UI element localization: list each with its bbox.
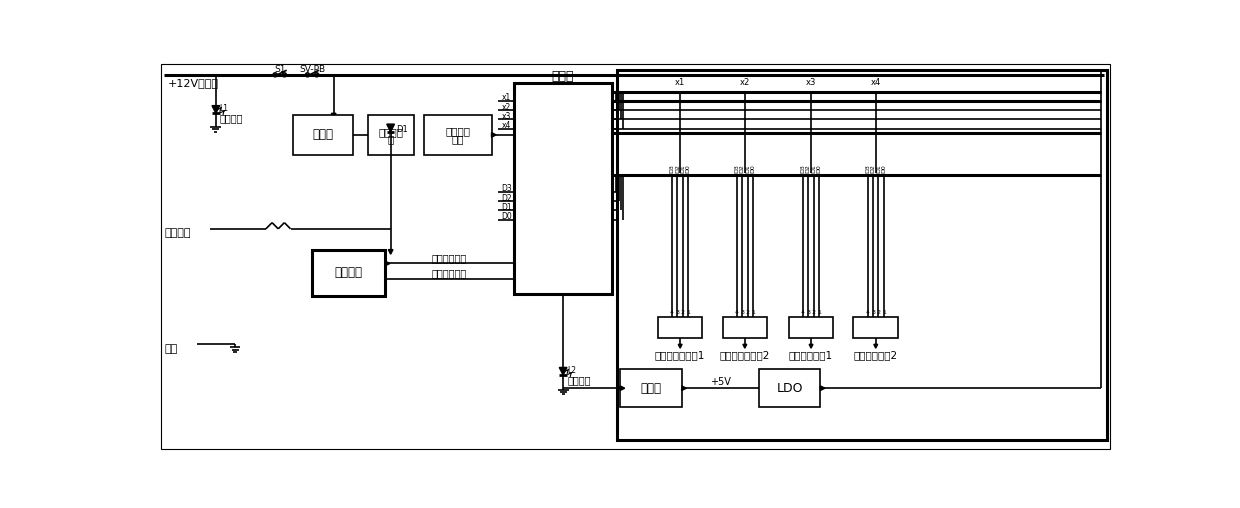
- Bar: [723, 316, 768, 338]
- Text: 3: 3: [806, 310, 811, 315]
- Bar: [658, 316, 703, 338]
- Polygon shape: [491, 133, 496, 137]
- Polygon shape: [387, 124, 394, 132]
- Text: D2: D2: [739, 164, 745, 173]
- Text: D1: D1: [396, 125, 408, 134]
- Text: x1: x1: [675, 78, 686, 87]
- Polygon shape: [559, 367, 567, 375]
- Text: D3: D3: [866, 164, 870, 173]
- Bar: [853, 316, 898, 338]
- Text: 2: 2: [877, 310, 880, 315]
- Text: D3: D3: [801, 164, 806, 173]
- Polygon shape: [678, 344, 682, 348]
- Text: 总线信号反馈: 总线信号反馈: [432, 269, 467, 278]
- Text: 2: 2: [745, 310, 749, 315]
- Text: 工作指示: 工作指示: [568, 375, 591, 385]
- Text: 4: 4: [801, 310, 805, 315]
- Text: D2: D2: [501, 194, 512, 203]
- Bar: [293, 115, 353, 155]
- Text: D0: D0: [686, 165, 691, 173]
- Text: SV-PB: SV-PB: [299, 65, 325, 74]
- Text: D1: D1: [811, 165, 816, 173]
- Text: 地线: 地线: [164, 344, 177, 354]
- Text: D1: D1: [681, 165, 686, 173]
- Bar: [618, 70, 1107, 440]
- Text: x2: x2: [502, 103, 512, 112]
- Bar: [367, 115, 414, 155]
- Text: D2: D2: [870, 164, 875, 173]
- Polygon shape: [513, 276, 518, 281]
- Text: 1: 1: [817, 310, 821, 315]
- Polygon shape: [682, 386, 686, 391]
- Text: 系统码设置开关1: 系统码设置开关1: [655, 350, 706, 360]
- Text: 1: 1: [882, 310, 885, 315]
- Text: 1: 1: [686, 310, 691, 315]
- Text: D0: D0: [882, 165, 887, 173]
- Polygon shape: [821, 386, 825, 391]
- Text: 系统码设置开关2: 系统码设置开关2: [719, 350, 770, 360]
- Text: D3: D3: [734, 164, 739, 173]
- Text: 蜂鸣器: 蜂鸣器: [640, 382, 661, 395]
- Text: x4: x4: [502, 121, 512, 130]
- Text: 楼层设置开关2: 楼层设置开关2: [853, 350, 898, 360]
- Text: x1: x1: [502, 93, 512, 103]
- Text: 3: 3: [740, 310, 744, 315]
- Polygon shape: [386, 261, 389, 266]
- Polygon shape: [874, 344, 878, 348]
- Text: x2: x2: [740, 78, 750, 87]
- Bar: [513, 82, 613, 294]
- Text: 楼层设置开关1: 楼层设置开关1: [789, 350, 833, 360]
- Text: D3: D3: [670, 164, 675, 173]
- Text: 2: 2: [812, 310, 816, 315]
- Polygon shape: [743, 344, 746, 348]
- Text: x4: x4: [870, 78, 880, 87]
- Text: 4: 4: [866, 310, 869, 315]
- Text: L2: L2: [568, 366, 577, 375]
- Bar: [759, 369, 821, 407]
- Text: D2: D2: [675, 164, 680, 173]
- Text: 总线取样: 总线取样: [335, 266, 362, 279]
- Text: 1: 1: [751, 310, 755, 315]
- Text: D0: D0: [501, 212, 512, 221]
- Text: L1: L1: [219, 104, 228, 113]
- Text: D1: D1: [875, 165, 880, 173]
- Text: 信号输出: 信号输出: [378, 127, 403, 137]
- Text: D3: D3: [501, 184, 512, 193]
- Text: x3: x3: [502, 112, 512, 121]
- Polygon shape: [620, 386, 625, 391]
- Polygon shape: [388, 249, 393, 254]
- Text: 开关: 开关: [451, 135, 464, 144]
- Text: 2: 2: [681, 310, 684, 315]
- Text: LDO: LDO: [776, 382, 802, 395]
- Text: D1: D1: [501, 203, 512, 212]
- Text: 总线取样控制: 总线取样控制: [432, 253, 467, 263]
- Bar: [789, 316, 833, 338]
- Text: 口: 口: [388, 135, 394, 144]
- Bar: [312, 249, 386, 296]
- Text: 电源指示: 电源指示: [219, 113, 243, 123]
- Text: 3: 3: [870, 310, 875, 315]
- Text: 3: 3: [676, 310, 680, 315]
- Polygon shape: [212, 106, 219, 113]
- Polygon shape: [331, 113, 336, 118]
- Text: 单片机: 单片机: [552, 70, 574, 83]
- Bar: [620, 369, 682, 407]
- Text: D0: D0: [750, 165, 755, 173]
- Text: D0: D0: [817, 165, 822, 173]
- Text: S1: S1: [274, 65, 285, 74]
- Text: D2: D2: [806, 164, 811, 173]
- Text: x3: x3: [806, 78, 816, 87]
- Text: 4: 4: [670, 310, 675, 315]
- Text: 信号总线: 信号总线: [164, 229, 191, 238]
- Polygon shape: [810, 344, 813, 348]
- Text: 恒流源: 恒流源: [312, 129, 334, 141]
- Text: 4: 4: [735, 310, 739, 315]
- Text: +12V电源线: +12V电源线: [167, 78, 218, 87]
- Text: D1: D1: [745, 165, 750, 173]
- Text: 信号输出: 信号输出: [445, 126, 470, 136]
- Text: +5V: +5V: [709, 377, 730, 387]
- Bar: [424, 115, 491, 155]
